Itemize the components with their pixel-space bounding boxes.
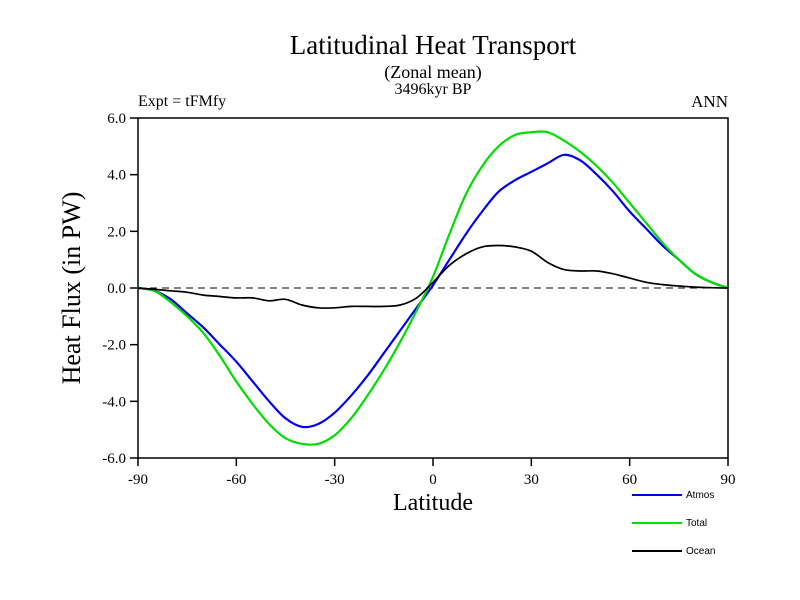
chart-subtitle: (Zonal mean) — [384, 62, 482, 82]
time-annotation: 3496kyr BP — [394, 81, 472, 98]
y-tick-label: -6.0 — [102, 451, 126, 467]
legend-entry-atmos: Atmos — [632, 481, 715, 509]
legend-label-total: Total — [686, 517, 708, 529]
series-line-total — [136, 130, 730, 446]
x-tick-label: -60 — [226, 472, 246, 488]
y-tick-label: 6.0 — [107, 111, 126, 127]
x-tick-label: 30 — [524, 472, 539, 488]
legend-line-total-icon — [632, 522, 682, 524]
legend: Atmos Total Ocean — [632, 481, 715, 565]
x-tick-label: -30 — [325, 472, 345, 488]
legend-line-atmos-icon — [632, 494, 682, 496]
legend-label-ocean: Ocean — [686, 545, 716, 557]
x-tick-label: 90 — [721, 472, 736, 488]
x-tick-label: 60 — [622, 472, 637, 488]
x-tick-label: -90 — [128, 472, 148, 488]
y-tick-label: 2.0 — [107, 224, 126, 240]
x-tick-label: 0 — [429, 472, 437, 488]
y-tick-label: -4.0 — [102, 394, 126, 410]
series-line-ocean — [137, 244, 729, 309]
season-annotation: ANN — [691, 92, 728, 111]
legend-entry-total: Total — [632, 509, 715, 537]
page-title: Latitudinal Heat Transport — [289, 30, 577, 60]
legend-line-ocean-icon — [632, 550, 682, 552]
x-axis-title: Latitude — [393, 490, 473, 516]
y-tick-label: 4.0 — [107, 168, 126, 184]
y-tick-label: 0.0 — [107, 281, 126, 297]
y-axis-title: Heat Flux (in PW) — [57, 191, 86, 385]
experiment-annotation: Expt = tFMfy — [138, 93, 227, 110]
legend-label-atmos: Atmos — [686, 489, 715, 501]
series-line-atmos — [136, 153, 730, 429]
y-tick-label: -2.0 — [102, 338, 126, 354]
legend-entry-ocean: Ocean — [632, 537, 715, 565]
